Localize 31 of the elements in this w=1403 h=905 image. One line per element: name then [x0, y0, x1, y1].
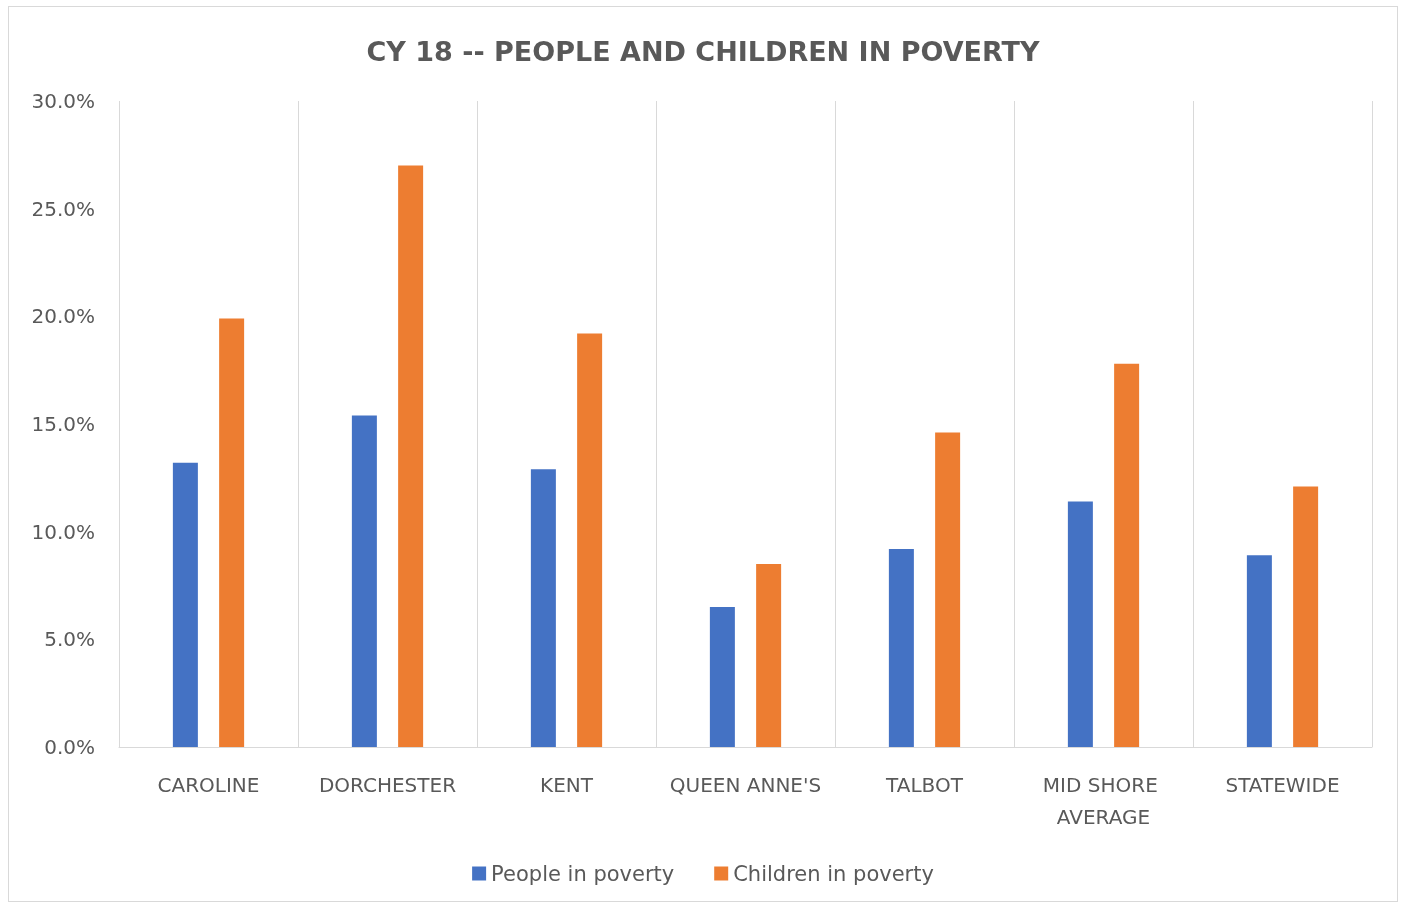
x-tick-label: KENT — [540, 773, 594, 797]
chart-title: CY 18 -- PEOPLE AND CHILDREN IN POVERTY — [366, 36, 1041, 67]
x-tick-label: MID SHORE AVERAGE — [1042, 773, 1165, 829]
x-tick-label: QUEEN ANNE'S — [669, 773, 822, 797]
bar — [219, 318, 245, 747]
bar — [888, 548, 914, 747]
bar — [1246, 555, 1272, 747]
bar — [172, 462, 198, 747]
bar — [1114, 363, 1140, 747]
y-tick-label: 0.0% — [44, 735, 95, 759]
bar — [577, 333, 603, 747]
bar — [756, 563, 782, 747]
bar — [530, 469, 556, 747]
bar — [1293, 486, 1319, 747]
bar — [709, 607, 735, 747]
x-tick-label: STATEWIDE — [1225, 773, 1340, 797]
legend-label: People in poverty — [491, 861, 675, 886]
y-tick-label: 30.0% — [31, 89, 95, 113]
y-tick-label: 20.0% — [31, 304, 95, 329]
bar — [1067, 501, 1093, 747]
x-tick-label: TALBOT — [885, 773, 964, 797]
legend-label: Children in poverty — [733, 861, 934, 886]
bar — [935, 432, 961, 747]
y-tick-label: 15.0% — [31, 412, 95, 436]
x-tick-label: CAROLINE — [157, 773, 260, 797]
y-tick-label: 25.0% — [31, 196, 95, 221]
y-tick-label: 5.0% — [44, 627, 95, 652]
bar — [398, 165, 424, 747]
x-tick-label: DORCHESTER — [318, 773, 457, 797]
y-tick-label: 10.0% — [31, 519, 95, 544]
bar — [351, 415, 377, 747]
